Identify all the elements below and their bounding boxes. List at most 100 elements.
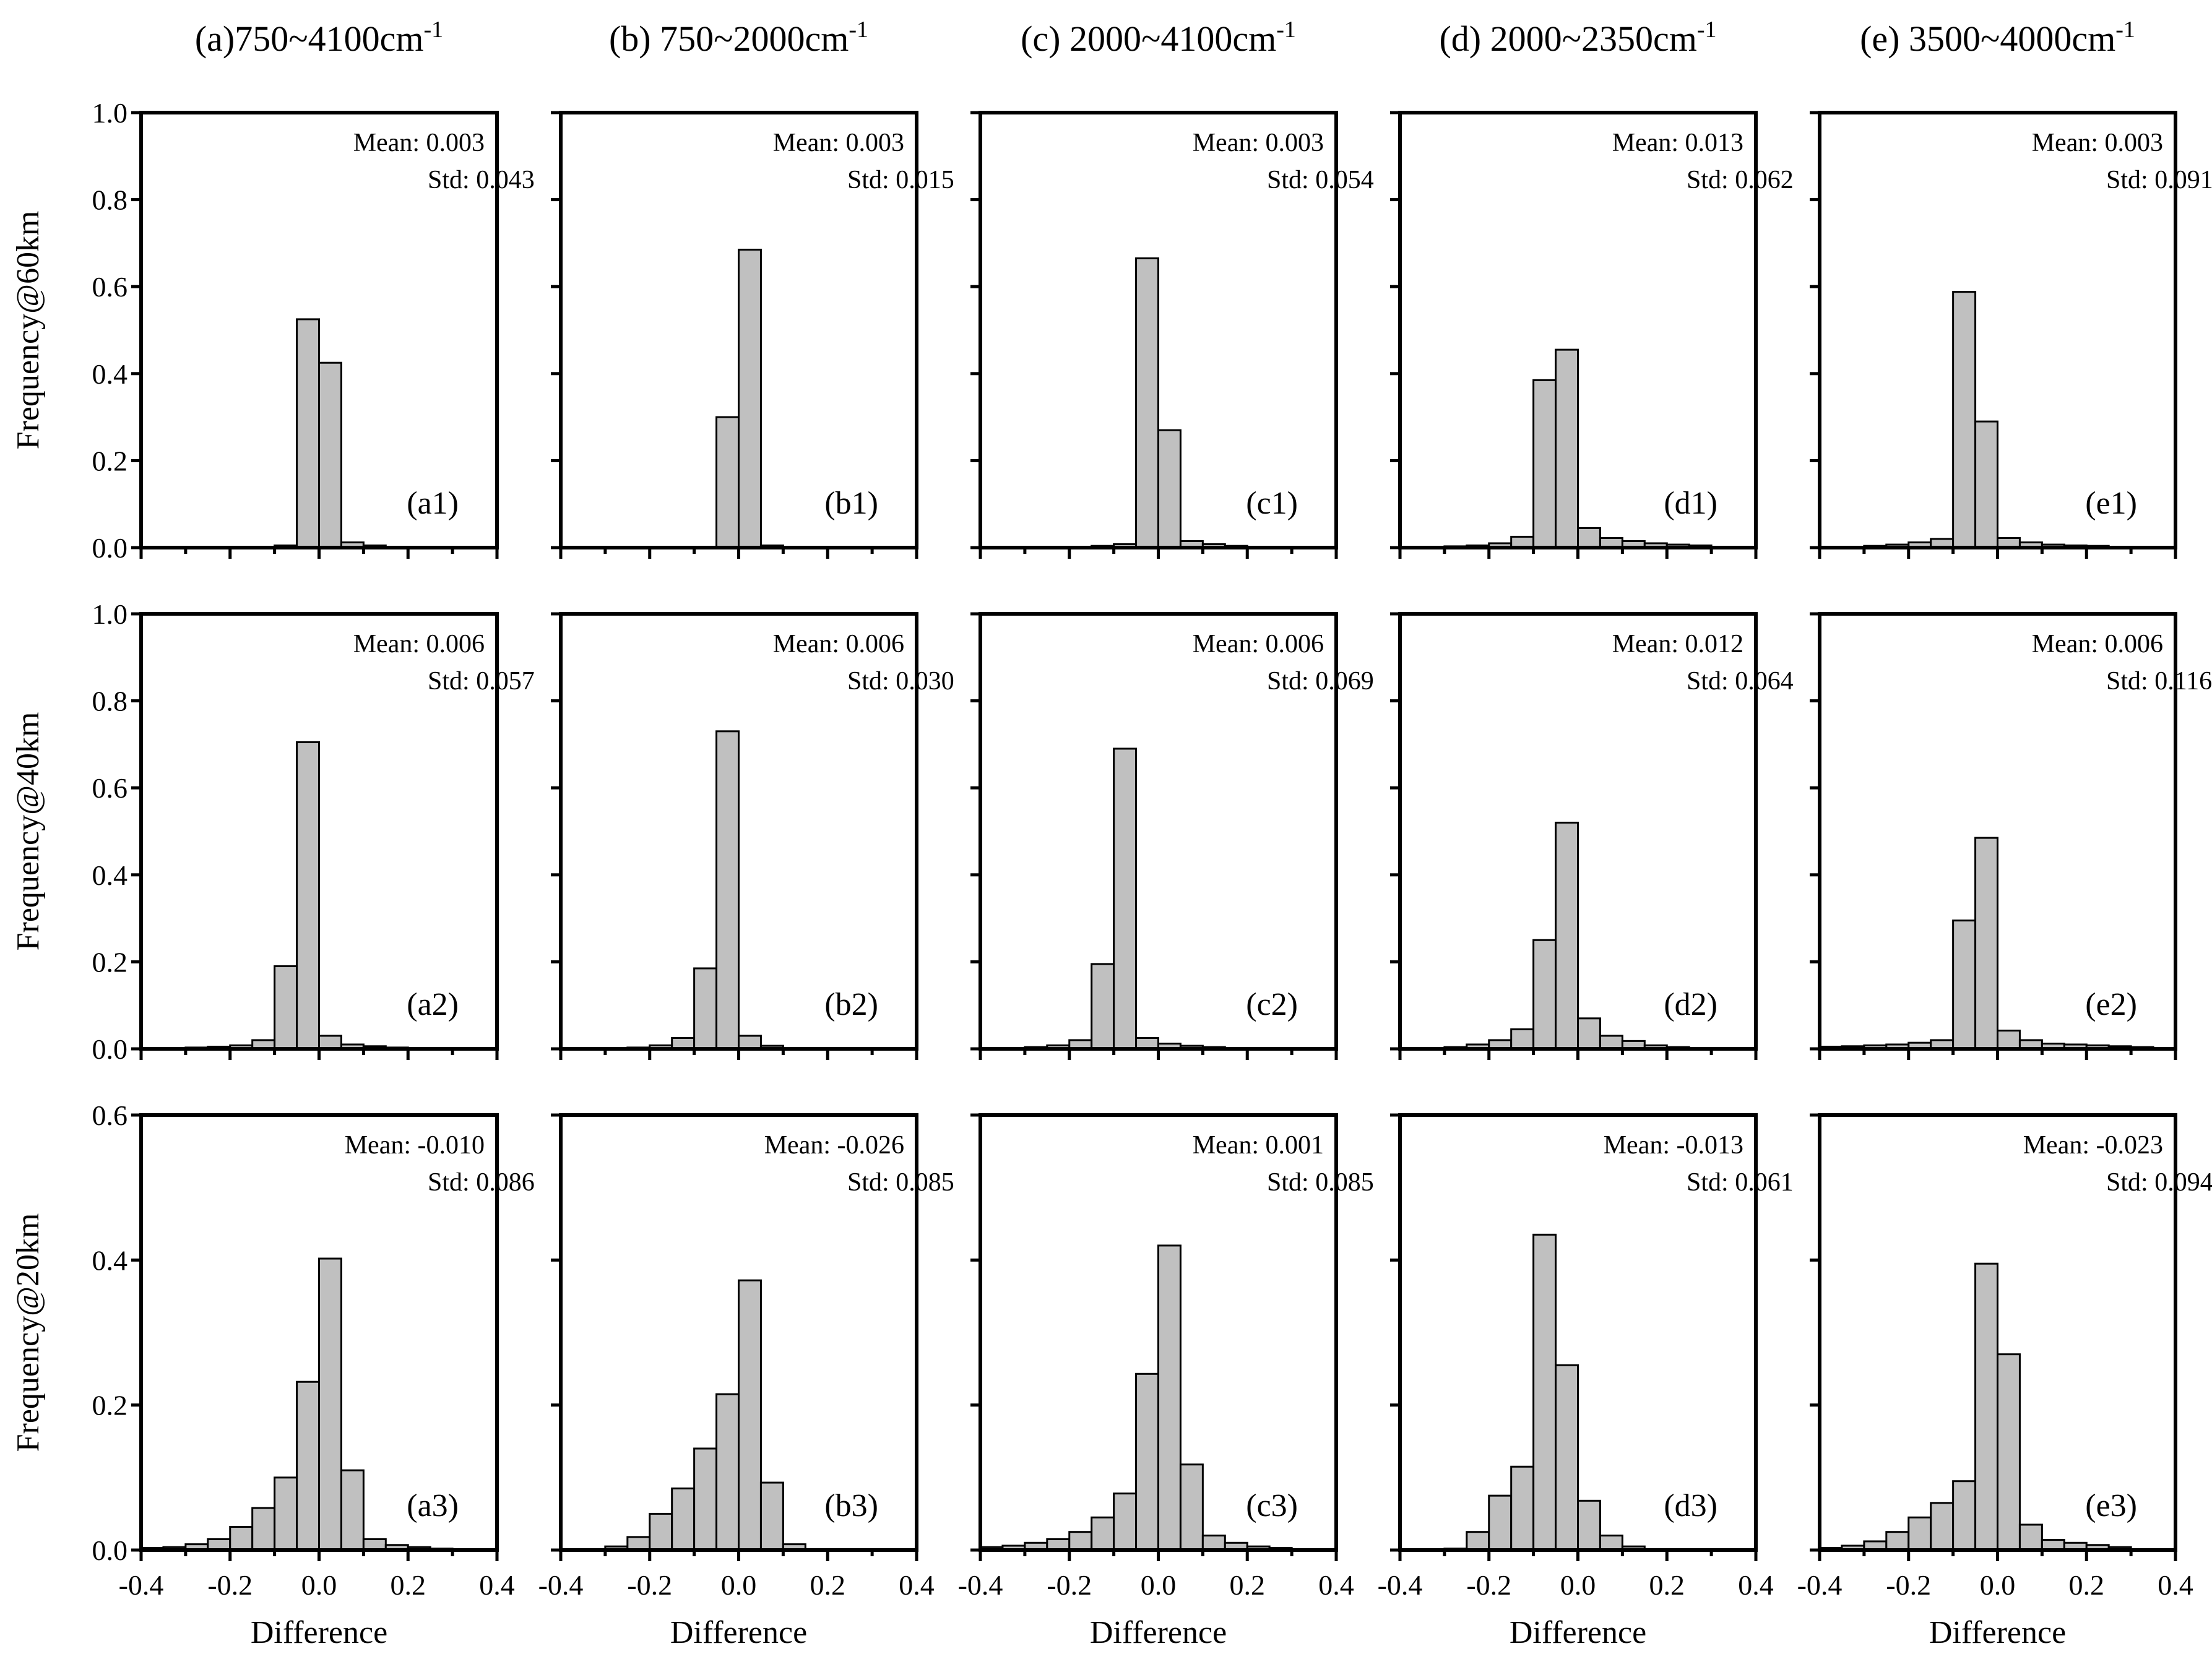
column-title-superscript: -1 bbox=[1697, 17, 1717, 43]
histogram-bar bbox=[715, 730, 740, 1050]
histogram-bar bbox=[1179, 1463, 1204, 1551]
y-tick-label: 0.0 bbox=[92, 532, 128, 564]
x-tick-label: -0.4 bbox=[1797, 1569, 1843, 1601]
histogram-panel: Mean: 0.003 Std: 0.015 (b1) bbox=[551, 111, 954, 559]
x-tick-label: 0.4 bbox=[1318, 1569, 1354, 1601]
mean-annotation: Mean: 0.003 bbox=[353, 129, 485, 157]
column-title-superscript: -1 bbox=[849, 17, 868, 43]
y-tick-label: 0.2 bbox=[92, 445, 128, 476]
y-tick-label: 0.4 bbox=[92, 859, 128, 891]
histogram-bar bbox=[1157, 429, 1182, 549]
x-tick-label: -0.4 bbox=[1378, 1569, 1423, 1601]
y-tick-label: 0.8 bbox=[92, 184, 128, 216]
mean-annotation: Mean: 0.003 bbox=[1193, 129, 1324, 157]
x-axis-label: Difference bbox=[1929, 1615, 2066, 1650]
panel-label: (d1) bbox=[1664, 486, 1717, 521]
histogram-bar bbox=[340, 1469, 365, 1551]
std-annotation: Std: 0.061 bbox=[1687, 1168, 1794, 1197]
histogram-bar bbox=[759, 1481, 784, 1551]
histogram-bar bbox=[715, 1393, 740, 1551]
histogram-bar bbox=[1068, 1531, 1093, 1551]
histogram-panel: Mean: -0.010 Std: 0.086 (a3) -0.4 -0.2 0.0 0.2… bbox=[119, 1113, 535, 1650]
histogram-bar bbox=[1532, 939, 1557, 1050]
x-tick-label: 0.4 bbox=[1738, 1569, 1774, 1601]
histogram-panel: Mean: 0.003 Std: 0.043 (a1) bbox=[131, 111, 535, 559]
x-tick-label: -0.2 bbox=[207, 1569, 253, 1601]
y-tick-label: 0.4 bbox=[92, 1244, 128, 1276]
y-tick-label: 0.6 bbox=[92, 271, 128, 303]
histogram-bar bbox=[1135, 1372, 1159, 1551]
column-title-text: (b) 750~2000cm bbox=[609, 19, 849, 59]
histogram-bar bbox=[251, 1507, 276, 1551]
histogram-bar bbox=[274, 965, 298, 1050]
mean-annotation: Mean: -0.013 bbox=[1604, 1131, 1743, 1160]
histogram-bar bbox=[1555, 821, 1579, 1050]
x-tick-label: 0.4 bbox=[2158, 1569, 2193, 1601]
plot-area: (a)750~4100cm-1 (b) 750~2000cm-1 (c) 2000~… bbox=[11, 17, 2212, 1650]
mean-annotation: Mean: 0.006 bbox=[1193, 630, 1324, 658]
histogram-bar bbox=[1091, 963, 1115, 1050]
column-title-text: (d) 2000~2350cm bbox=[1439, 19, 1696, 59]
mean-annotation: Mean: 0.013 bbox=[1612, 129, 1743, 157]
x-tick-label: 0.0 bbox=[721, 1569, 757, 1601]
panel-label: (c3) bbox=[1246, 1488, 1298, 1523]
y-tick-label: 0.6 bbox=[92, 772, 128, 804]
column-title: (e) 3500~4000cm-1 bbox=[1860, 17, 2135, 59]
x-tick-label: 0.4 bbox=[899, 1569, 935, 1601]
std-annotation: Std: 0.116 bbox=[2106, 667, 2212, 696]
mean-annotation: Mean: 0.006 bbox=[2032, 630, 2163, 658]
histogram-panel: Mean: 0.006 Std: 0.069 (c2) bbox=[970, 612, 1374, 1060]
histogram-panel: Mean: 0.006 Std: 0.057 (a2) bbox=[131, 612, 535, 1060]
histogram-bar bbox=[318, 1035, 342, 1050]
std-annotation: Std: 0.030 bbox=[847, 667, 954, 696]
y-tick-label: 1.0 bbox=[92, 598, 128, 630]
histogram-bar bbox=[1135, 257, 1159, 549]
y-tick-label: 0.2 bbox=[92, 946, 128, 978]
y-tick-label: 0.8 bbox=[92, 686, 128, 717]
std-annotation: Std: 0.043 bbox=[428, 166, 535, 194]
column-title: (d) 2000~2350cm-1 bbox=[1439, 17, 1716, 59]
histogram-bar bbox=[715, 416, 740, 549]
panel-label: (c1) bbox=[1246, 486, 1298, 521]
std-annotation: Std: 0.085 bbox=[1267, 1168, 1374, 1197]
histogram-panel: Mean: -0.026 Std: 0.085 (b3) -0.4 -0.2 0.0 0.2… bbox=[538, 1113, 954, 1650]
panel-label: (a2) bbox=[407, 987, 459, 1022]
histogram-panel: Mean: 0.006 Std: 0.116 (e2) bbox=[1810, 612, 2212, 1060]
x-tick-label: 0.2 bbox=[810, 1569, 846, 1601]
histogram-bar bbox=[1555, 348, 1579, 549]
histogram-bar bbox=[1113, 747, 1138, 1050]
histogram-bar bbox=[738, 1279, 762, 1551]
y-tick-label: 0.4 bbox=[92, 358, 128, 390]
histogram-bar bbox=[1577, 1499, 1601, 1551]
x-tick-label: -0.4 bbox=[119, 1569, 164, 1601]
panel-label: (e3) bbox=[2085, 1488, 2137, 1523]
histogram-bar bbox=[1577, 1017, 1601, 1050]
x-axis-label: Difference bbox=[1090, 1615, 1227, 1650]
panel-label: (b1) bbox=[824, 486, 878, 521]
panel-label: (a3) bbox=[407, 1488, 459, 1523]
histogram-bar bbox=[738, 248, 762, 549]
histogram-bar bbox=[1510, 1465, 1535, 1551]
mean-annotation: Mean: -0.026 bbox=[764, 1131, 904, 1160]
histogram-bar bbox=[1997, 1029, 2021, 1050]
mean-annotation: Mean: 0.006 bbox=[353, 630, 485, 658]
x-tick-label: 0.4 bbox=[479, 1569, 515, 1601]
column-title: (a)750~4100cm-1 bbox=[195, 17, 443, 59]
x-tick-label: 0.2 bbox=[1230, 1569, 1266, 1601]
histogram-bar bbox=[1974, 420, 1998, 549]
histogram-bar bbox=[1907, 1516, 1932, 1551]
histogram-panel: Mean: -0.023 Std: 0.094 (e3) -0.4 -0.2 0.0 0.2… bbox=[1797, 1113, 2212, 1650]
y-tick-label: 0.2 bbox=[92, 1390, 128, 1421]
histogram-bar bbox=[1466, 1531, 1490, 1551]
histogram-bar bbox=[1997, 1353, 2021, 1551]
histogram-panel: Mean: 0.012 Std: 0.064 (d2) bbox=[1390, 612, 1794, 1060]
panel-label: (d3) bbox=[1664, 1488, 1717, 1523]
x-tick-label: 0.2 bbox=[391, 1569, 426, 1601]
histogram-bar bbox=[1532, 1233, 1557, 1551]
std-annotation: Std: 0.086 bbox=[428, 1168, 535, 1197]
histogram-panel: Mean: 0.013 Std: 0.062 (d1) bbox=[1390, 111, 1794, 559]
row-ylabel: Frequency@60km bbox=[11, 211, 46, 450]
histogram-bar bbox=[1157, 1244, 1182, 1551]
